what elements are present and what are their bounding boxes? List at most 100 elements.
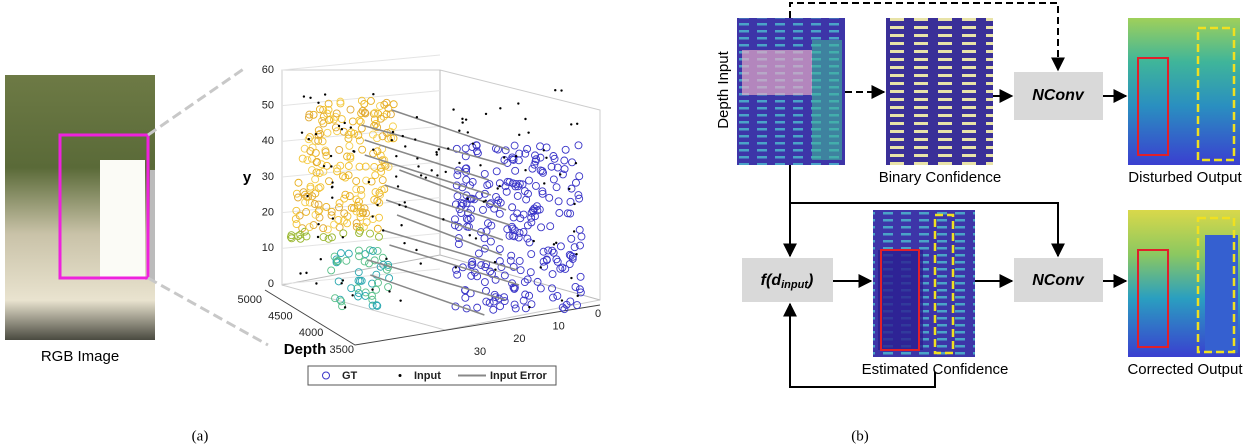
gt-point [335, 203, 343, 212]
gt-point [495, 209, 504, 218]
gt-point [561, 145, 570, 154]
gt-point [370, 162, 379, 171]
gt-point [355, 116, 364, 125]
gt-point [485, 200, 494, 209]
gt-point [480, 169, 489, 178]
gt-point [462, 214, 471, 223]
gt-point [527, 300, 536, 309]
gt-point [525, 238, 534, 247]
gt-point [555, 209, 564, 217]
gt-point [513, 192, 522, 200]
gt-point [453, 270, 462, 279]
image-label: RGB Image [41, 348, 119, 365]
gt-point [360, 108, 369, 117]
input-point [524, 117, 527, 121]
gt-point [334, 277, 343, 286]
gt-point [357, 96, 366, 105]
gt-point [549, 175, 558, 184]
gt-point [306, 147, 315, 155]
gt-point [495, 245, 504, 253]
x-tick-label: 20 [513, 333, 525, 345]
gt-point [368, 301, 377, 310]
gt-point [292, 206, 301, 215]
input-point [484, 112, 488, 116]
gt-point [362, 176, 371, 185]
gt-point [491, 275, 500, 284]
x-tick-label: 10 [553, 321, 565, 333]
gt-point [472, 147, 481, 156]
gt-point [338, 302, 347, 311]
error-line [370, 274, 485, 316]
input-point [343, 121, 346, 125]
input-point [419, 262, 422, 265]
input-point [466, 197, 469, 201]
input-point [341, 279, 345, 282]
y-tick-label: 30 [262, 171, 274, 183]
gt-point [528, 164, 537, 173]
input-point [398, 203, 401, 207]
gt-point [453, 171, 462, 180]
input-point [388, 290, 391, 293]
gt-point [337, 297, 346, 306]
gt-point [352, 195, 361, 204]
gt-point [389, 134, 398, 143]
gt-point [331, 294, 339, 303]
gt-point [521, 149, 530, 158]
input-point [385, 257, 388, 261]
gt-point [314, 131, 323, 139]
f-box [742, 258, 833, 302]
gt-point [473, 303, 482, 312]
gt-point [510, 226, 519, 235]
input-point [316, 235, 320, 239]
gt-point [573, 301, 582, 309]
input-point [329, 154, 333, 158]
gt-point [308, 166, 316, 175]
gt-point [343, 219, 352, 228]
error-line [391, 109, 510, 151]
input-point [518, 133, 521, 137]
gt-point [369, 149, 378, 158]
gt-point [287, 234, 296, 243]
input-point [479, 164, 482, 167]
gt-point [389, 100, 398, 109]
gt-point [480, 234, 489, 243]
gt-point [496, 198, 505, 207]
input-point [337, 124, 341, 128]
gt-point [375, 232, 383, 241]
gt-point [377, 167, 386, 176]
gt-point [553, 291, 562, 300]
input-point [367, 180, 371, 184]
gt-point [548, 246, 557, 255]
gt-point [348, 117, 357, 126]
gt-point [354, 246, 363, 255]
gt-point [311, 175, 320, 184]
gt-point [356, 136, 364, 145]
nconv-box [1014, 72, 1103, 120]
gt-point [492, 192, 501, 201]
gt-point [302, 208, 311, 216]
gt-point [354, 268, 363, 277]
gt-point [368, 247, 377, 255]
gt-point [384, 162, 393, 171]
gt-point [318, 137, 327, 146]
depth-tick-label: 3500 [330, 344, 354, 356]
gt-point [528, 206, 537, 215]
input-point [396, 185, 400, 188]
gt-point [467, 271, 476, 280]
gt-point [337, 249, 345, 258]
grid-line [281, 90, 441, 107]
gt-point [366, 97, 375, 105]
gt-point [516, 214, 525, 223]
gt-point [315, 213, 324, 222]
input-point [575, 252, 578, 256]
gt-point [298, 154, 307, 163]
node-label: Depth Input [715, 50, 732, 128]
input-point [468, 234, 471, 237]
gt-point [554, 197, 563, 206]
gt-point [287, 231, 296, 240]
gt-point [521, 304, 530, 313]
depth-tick-label: 4500 [268, 311, 292, 323]
gt-point [319, 233, 328, 242]
error-line [385, 199, 504, 241]
input-point [371, 288, 374, 291]
